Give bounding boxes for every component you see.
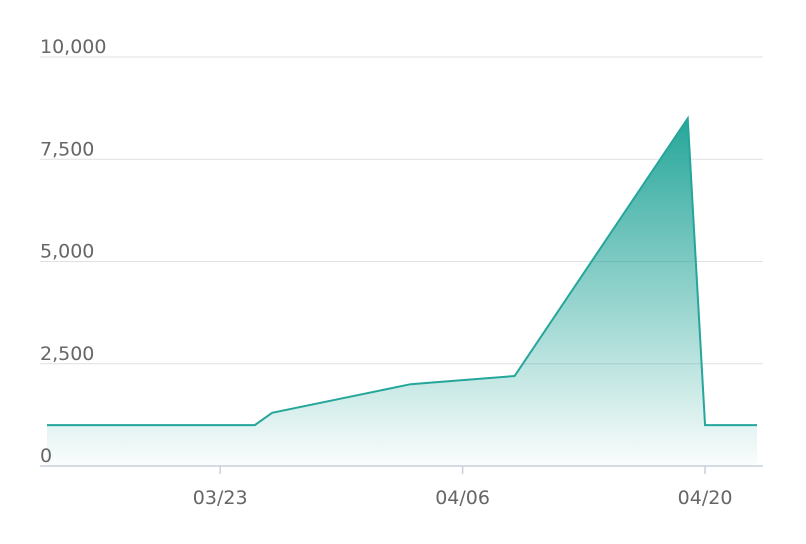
area-fill <box>47 118 757 466</box>
x-tick-label: 03/23 <box>193 487 248 509</box>
line <box>47 115 757 427</box>
y-tick-label: 5,000 <box>40 241 94 263</box>
y-tick-label: 2,500 <box>40 343 94 365</box>
y-tick-label: 7,500 <box>40 138 94 160</box>
x-tick-label: 04/06 <box>435 487 490 509</box>
x-tick-label: 04/20 <box>678 487 733 509</box>
y-tick-label: 10,000 <box>40 36 106 58</box>
